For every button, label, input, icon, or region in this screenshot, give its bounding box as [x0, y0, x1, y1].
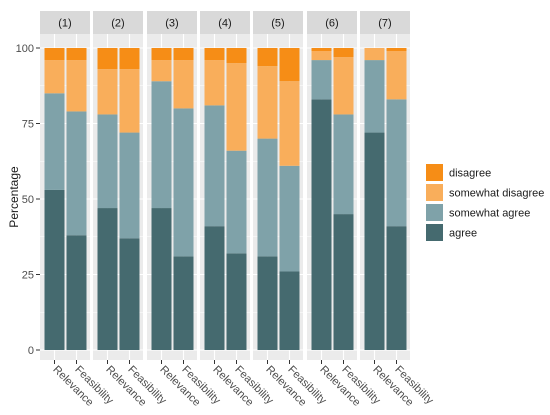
facet-strip-label: (3): [165, 18, 178, 30]
bar-segment-agree: [226, 253, 247, 350]
bar-segment-somewhat-disagree: [333, 57, 354, 115]
facet-strip: [147, 11, 197, 34]
y-tick-label: 100: [16, 43, 34, 55]
bar-segment-disagree: [97, 48, 118, 70]
bar-segment-disagree: [119, 48, 140, 70]
bar-segment-somewhat-agree: [119, 132, 140, 239]
bar-segment-disagree: [257, 48, 278, 67]
facet-strip: [200, 11, 250, 34]
bar-segment-agree: [44, 189, 65, 350]
bar-segment-agree: [97, 208, 118, 350]
bar-segment-somewhat-agree: [279, 165, 300, 272]
bar-segment-disagree: [44, 48, 65, 61]
bar-segment-disagree: [151, 48, 172, 61]
bar-segment-somewhat-disagree: [257, 66, 278, 139]
bar-segment-somewhat-disagree: [204, 60, 225, 106]
bar-segment-disagree: [66, 48, 87, 61]
facet-strip-label: (2): [111, 18, 124, 30]
bar-segment-agree: [66, 235, 87, 350]
bar-segment-somewhat-agree: [364, 60, 385, 133]
bar-segment-agree: [173, 256, 194, 350]
bar-segment-agree: [257, 256, 278, 350]
bar-segment-disagree: [226, 48, 247, 64]
facet-strip-label: (1): [58, 18, 71, 30]
facet-strip: [40, 11, 90, 34]
bar-segment-somewhat-agree: [44, 93, 65, 190]
bar-segment-agree: [279, 271, 300, 350]
facet-strip-label: (5): [271, 18, 284, 30]
bar-segment-agree: [119, 238, 140, 350]
bar-segment-somewhat-disagree: [386, 51, 407, 100]
bar-segment-somewhat-agree: [226, 150, 247, 254]
legend-label: somewhat agree: [449, 208, 530, 220]
legend-label: disagree: [449, 168, 491, 180]
facet-strip: [93, 11, 143, 34]
y-tick-label: 50: [22, 194, 34, 206]
bar-segment-somewhat-agree: [257, 138, 278, 257]
bar-segment-disagree: [386, 48, 407, 52]
facet-strip-label: (7): [378, 18, 391, 30]
legend-key-somewhat-agree: [426, 204, 443, 221]
bar-segment-disagree: [311, 48, 332, 52]
bar-segment-somewhat-disagree: [364, 48, 385, 61]
facet-strip: [307, 11, 357, 34]
bar-segment-somewhat-disagree: [119, 69, 140, 133]
y-tick-label: 25: [22, 270, 34, 282]
y-tick-label: 0: [28, 345, 34, 357]
facet-strip: [360, 11, 410, 34]
legend-key-disagree: [426, 164, 443, 181]
legend: disagree somewhat disagree somewhat agree a…: [426, 164, 544, 241]
bar-segment-agree: [333, 214, 354, 350]
bar-segment-agree: [311, 99, 332, 350]
bar-segment-somewhat-disagree: [44, 60, 65, 94]
bar-segment-agree: [364, 132, 385, 350]
bar-segment-disagree: [204, 48, 225, 61]
bar-segment-somewhat-disagree: [226, 63, 247, 151]
bar-segment-somewhat-agree: [151, 81, 172, 209]
legend-key-agree: [426, 224, 443, 241]
legend-label: agree: [449, 228, 477, 240]
bar-segment-somewhat-agree: [333, 114, 354, 215]
legend-key-somewhat-disagree: [426, 184, 443, 201]
bar-segment-somewhat-disagree: [66, 60, 87, 112]
bar-segment-somewhat-agree: [97, 114, 118, 209]
bar-segment-somewhat-disagree: [151, 60, 172, 82]
y-tick-label: 75: [22, 119, 34, 131]
bar-segment-somewhat-disagree: [173, 60, 194, 109]
bar-segment-somewhat-disagree: [279, 81, 300, 166]
bar-segment-somewhat-agree: [173, 108, 194, 257]
facet-strip-label: (4): [218, 18, 231, 30]
bar-segment-somewhat-agree: [66, 111, 87, 236]
bar-segment-disagree: [333, 48, 354, 58]
bar-segment-agree: [204, 226, 225, 350]
bar-segment-somewhat-disagree: [311, 51, 332, 61]
facet-strip: [253, 11, 303, 34]
bar-segment-disagree: [173, 48, 194, 61]
bar-segment-somewhat-agree: [204, 105, 225, 227]
bar-segment-agree: [151, 208, 172, 350]
bar-segment-somewhat-agree: [386, 99, 407, 227]
bar-segment-somewhat-disagree: [97, 69, 118, 115]
bar-segment-somewhat-agree: [311, 60, 332, 100]
y-axis-title: Percentage: [7, 166, 21, 228]
bar-segment-disagree: [279, 48, 300, 82]
bar-segment-agree: [386, 226, 407, 350]
facet-strip-label: (6): [325, 18, 338, 30]
legend-label: somewhat disagree: [449, 188, 544, 200]
